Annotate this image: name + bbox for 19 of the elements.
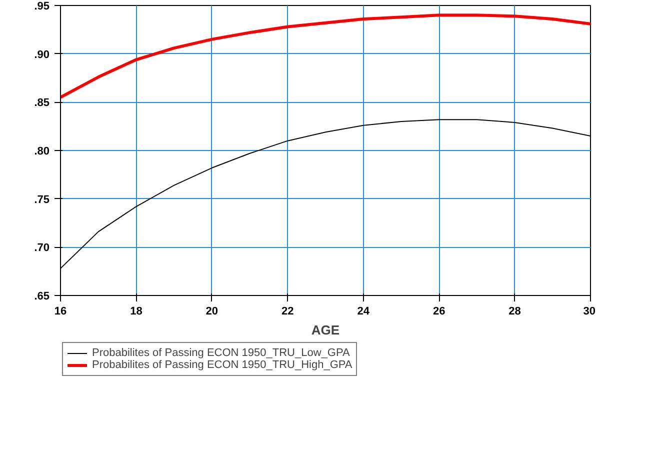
x-tick-label: 16 <box>54 306 67 318</box>
y-tick-label: .90 <box>34 48 50 61</box>
x-tick-label: 28 <box>508 306 521 318</box>
x-tick-label: 20 <box>206 306 218 318</box>
legend-label: Probabilites of Passing ECON 1950_TRU_High_GPA <box>92 359 352 371</box>
x-tick-label: 30 <box>583 306 596 318</box>
y-tick-label: .75 <box>34 194 50 206</box>
line-series <box>60 14 590 99</box>
y-tick-label: .80 <box>34 146 50 158</box>
y-tick-label: .70 <box>34 242 50 254</box>
y-tick-label: .65 <box>34 290 50 302</box>
y-tick-label: .85 <box>34 97 50 110</box>
legend-label: Probabilites of Passing ECON 1950_TRU_Low_GPA <box>92 347 350 359</box>
x-tick-label: 24 <box>357 306 370 318</box>
y-tick-label: .95 <box>34 0 50 12</box>
x-tick-label: 26 <box>432 306 446 318</box>
x-axis-title: AGE <box>311 322 340 338</box>
x-tick-label: 22 <box>282 306 294 318</box>
x-tick-label: 18 <box>130 306 142 318</box>
